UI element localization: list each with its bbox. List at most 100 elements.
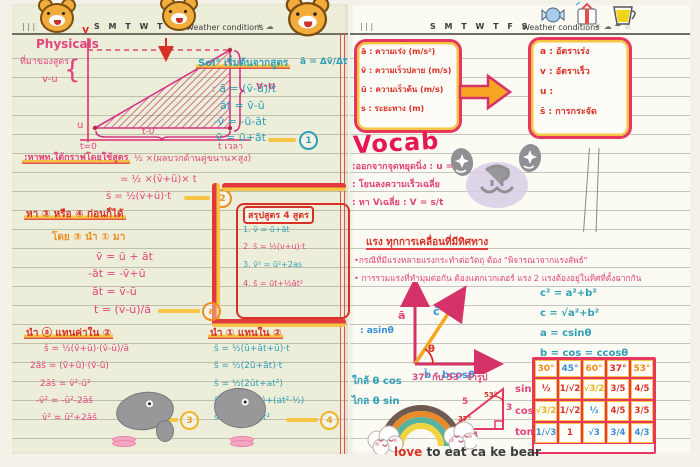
header-line — [12, 33, 348, 35]
trig-tan-value: √3 — [582, 422, 606, 444]
sol-heading: Sol° เริ่มต้นจากสูตร — [196, 58, 291, 69]
vocab-line: : หา Vเฉลี่ย : V = s/t — [352, 198, 444, 208]
gift-icon — [575, 1, 597, 25]
summary-box — [236, 203, 350, 319]
date-ticks: | | | — [360, 22, 374, 31]
highlight-bar — [212, 319, 346, 327]
arrow-icon — [458, 73, 513, 111]
trig-header: 45° — [558, 359, 582, 378]
row-label-tan: ton — [515, 427, 534, 438]
equation-line: v̄ = ū+āt — [216, 131, 266, 144]
summary-title: สรุปสูตร 4 สูตร — [243, 206, 314, 224]
equation-line: s̄ = ½(2ū+āt)·t — [214, 361, 283, 371]
graph-origin-label: t=0 — [80, 142, 97, 152]
equation-line: āt = v̄-ū — [220, 99, 265, 112]
connector-line — [268, 138, 296, 142]
equation-line: s̄ = ½(ū+āt+ū)·t — [214, 344, 290, 354]
trig-sin-value: 4/5 — [630, 378, 654, 400]
symbol-line: v : อัตราเร็ว — [540, 67, 590, 77]
vector-theta-label: θ — [428, 344, 435, 355]
weather-icons: ☀ ☁ — [256, 22, 274, 31]
vector-a-label: ā — [398, 309, 406, 322]
equation-line: s̄ = ½(v̄+ū)·(v̄-ū)/ā — [44, 344, 129, 354]
circled-4: 4 — [320, 411, 339, 430]
weather-icons: ☀ ☁ ☂ ☃ — [594, 22, 632, 31]
graph-vu-label: v-u — [256, 79, 276, 92]
trig-sin-value: ½ — [534, 378, 558, 400]
equation-line: -v̄ = -ū-āt — [214, 115, 267, 128]
velocity-time-graph — [80, 38, 250, 142]
sub4-heading: นำ ① แทนใน ② — [208, 328, 284, 339]
weather-label: Weather conditions — [522, 23, 600, 32]
equation-line: -v̄² = -ū²-2ās̄ — [36, 396, 93, 406]
sol-eq0: ā = Δv̄/Δt — [300, 57, 348, 67]
equation-line: = ½ ×(v̄+ū)× t — [120, 174, 197, 185]
lips-stamp — [112, 436, 136, 447]
margin-line — [339, 33, 341, 454]
force-note: • การรวมแรงที่ทำมุมต่อกัน ต้องแตกเวกเตอร… — [354, 273, 642, 283]
rainbow-doodle — [367, 405, 477, 454]
vector-equation: c² = a²+b² — [540, 288, 597, 299]
page-title: Physicals — [36, 37, 99, 51]
date-ticks: | | | — [22, 22, 36, 31]
row-label-cos: cos — [515, 406, 534, 417]
symbol-line: s : ระยะทาง (m) — [361, 104, 425, 113]
force-note: •กรณีที่มีแรงหลายแรงกระทำต่อวัตถุ ต้อง "… — [354, 255, 588, 265]
trig-tan-value: 1/√3 — [534, 422, 558, 444]
equation-line: v̄² = ū²+2ās̄ — [42, 413, 97, 423]
equation-line: āt = v̄-ū — [92, 285, 137, 298]
equation-line: 2ās̄ = (v̄+ū)·(v̄-ū) — [30, 361, 109, 371]
footer-love-word: love — [394, 445, 423, 459]
triangle-side3-label: 3 — [506, 403, 513, 413]
pick-heading: หา ③ หรือ ④ ก่อนก็ได้ — [24, 209, 126, 220]
connector-line — [184, 196, 210, 200]
vector-equation: a = csinθ — [540, 328, 592, 339]
symbol-line: u : — [540, 87, 554, 97]
trig-header: 30° — [534, 359, 558, 378]
sub3-heading: นำ ⓐ แทนค่าใน ② — [24, 328, 114, 339]
trig-sin-value: 3/5 — [606, 378, 630, 400]
area-formula: ½ ×(ผลบวกด้านคู่ขนาน×สูง) — [134, 154, 252, 164]
equation-line: t = (v̄-ū)/ā — [94, 303, 152, 316]
equation-line: v̄ = ū + āt — [96, 250, 153, 263]
trig-tan-value: 1 — [558, 422, 582, 444]
vector-equation: b = cos = ccosθ — [540, 348, 629, 359]
angle-53-label: 53° — [484, 391, 498, 399]
vocab-line: :ออกจากจุดหยุดนิ่ง : u = 0 — [352, 162, 463, 172]
symbol-line: ā : ความเร่ง (m/s²) — [361, 47, 436, 56]
trig-cos-value: 3/5 — [630, 400, 654, 422]
vector-asin-label: : asinθ — [360, 326, 394, 336]
footer-caption: to eat ca ke bear — [422, 445, 541, 459]
lips-stamp — [230, 436, 254, 447]
day-strip: S M T W T F S — [94, 22, 195, 31]
vocab-title: Vocab — [352, 126, 441, 160]
origin-label: ที่มาของสูตร : — [20, 57, 75, 67]
equation-line: s̄ = ½(v̄+ū)·t — [106, 191, 172, 202]
candy-icon — [541, 7, 565, 23]
symbol-line: a : อัตราเร่ง — [540, 47, 590, 57]
origin-value: v-u — [42, 74, 58, 85]
trig-header: 37° — [606, 359, 630, 378]
trig-tan-value: 3/4 — [606, 422, 630, 444]
summary-item: 2. s̄ = ½(v+u)·t — [243, 242, 306, 251]
cup-icon — [613, 6, 636, 25]
equation-line: : ā = (v̄-ū)/t — [212, 82, 277, 95]
trig-sin-value: √3/2 — [582, 378, 606, 400]
trig-tan-value: 4/3 — [630, 422, 654, 444]
trig-header: 53° — [630, 359, 654, 378]
trig-cos-value: 1/√2 — [558, 400, 582, 422]
vector-symbols-box — [354, 39, 462, 133]
connector-line — [286, 418, 318, 422]
angle-37-label: 37° — [458, 415, 472, 423]
brace-glyph: { — [64, 55, 81, 85]
circled-a: a — [202, 302, 221, 321]
weather-label: Weather conditions — [186, 23, 264, 32]
highlight-bar — [222, 183, 346, 191]
force-heading: แรง ทุกการเคลื่อนที่มีทิศทาง — [366, 237, 489, 250]
triangle-hyp-label: 5 — [462, 397, 469, 407]
graph-time-label: t เวลา — [218, 142, 244, 152]
trig-cos-value: ½ — [582, 400, 606, 422]
vector-b-label: b̄ : bcosθ — [424, 370, 475, 381]
margin-line — [343, 33, 345, 454]
